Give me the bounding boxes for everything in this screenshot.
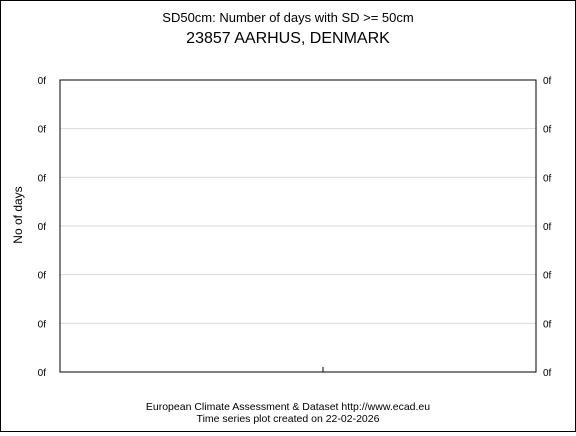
y-tick-label-right: 0f: [543, 319, 552, 330]
y-tick-label-left: 0f: [38, 125, 47, 136]
y-tick-label-left: 0f: [38, 76, 47, 87]
footer-source: European Climate Assessment & Dataset ht…: [146, 401, 430, 413]
plot-area: [59, 79, 537, 373]
y-tick-label-left: 0f: [38, 319, 47, 330]
y-tick-labels-right: 0f 0f 0f 0f 0f 0f 0f: [543, 76, 552, 379]
grid-lines: [60, 128, 536, 324]
y-axis-label: No of days: [11, 186, 25, 243]
y-tick-label-left: 0f: [38, 271, 47, 282]
y-tick-labels-left: 0f 0f 0f 0f 0f 0f 0f: [38, 76, 47, 379]
chart-title: SD50cm: Number of days with SD >= 50cm: [162, 10, 413, 25]
y-tick-label-right: 0f: [543, 125, 552, 136]
y-tick-label-right: 0f: [543, 173, 552, 184]
y-tick-label-right: 0f: [543, 368, 552, 379]
y-tick-label-left: 0f: [38, 173, 47, 184]
y-tick-label-left: 0f: [38, 222, 47, 233]
y-tick-label-left: 0f: [38, 368, 47, 379]
y-tick-label-right: 0f: [543, 76, 552, 87]
footer-created: Time series plot created on 22-02-2026: [197, 413, 380, 425]
y-tick-label-right: 0f: [543, 271, 552, 282]
chart-subtitle: 23857 AARHUS, DENMARK: [186, 30, 390, 47]
y-tick-label-right: 0f: [543, 222, 552, 233]
